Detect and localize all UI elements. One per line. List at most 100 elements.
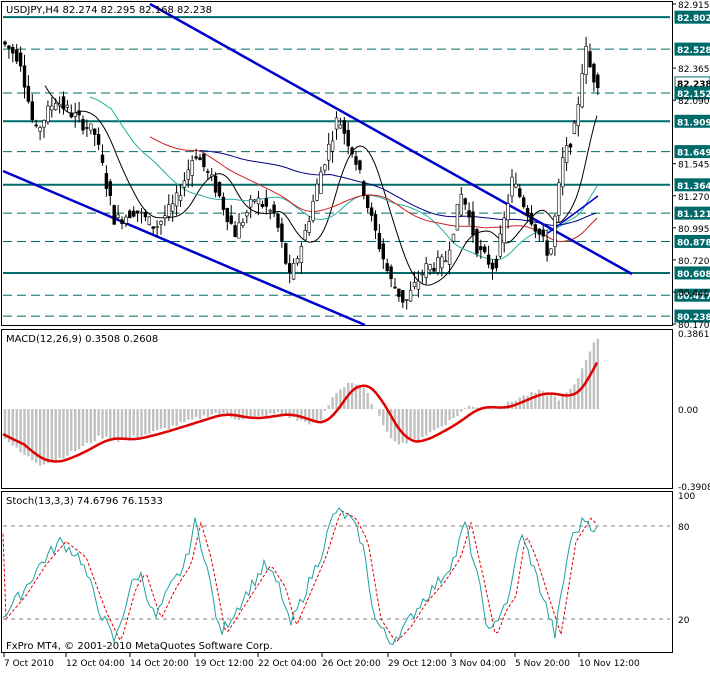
candle-body — [518, 189, 521, 197]
macd-histogram-bar — [550, 395, 552, 409]
macd-histogram-bar — [269, 409, 271, 413]
macd-histogram-bar — [597, 339, 599, 409]
macd-histogram-bar — [109, 409, 111, 440]
candle-body — [269, 210, 272, 211]
macd-histogram-bar — [526, 396, 528, 409]
macd-histogram-bar — [363, 388, 365, 409]
macd-histogram-bar — [179, 409, 181, 422]
macd-histogram-bar — [331, 397, 333, 409]
candle-body — [144, 212, 147, 216]
macd-histogram-bar — [425, 409, 427, 435]
candle-body — [179, 195, 182, 200]
candle-body — [409, 290, 412, 301]
candle-body — [355, 157, 358, 165]
candle-body — [19, 53, 22, 66]
macd-histogram-bar — [460, 409, 462, 412]
macd-histogram-bar — [409, 409, 411, 440]
candle-body — [125, 217, 128, 223]
macd-histogram-bar — [308, 409, 310, 424]
candle-body — [245, 213, 248, 216]
macd-histogram-bar — [351, 383, 353, 409]
macd-histogram-bar — [51, 409, 53, 461]
candle-body — [370, 208, 373, 216]
candle-body — [234, 226, 237, 237]
macd-histogram-bar — [101, 409, 103, 439]
macd-histogram-bar — [23, 409, 25, 455]
price-axis-label: 80.720 — [678, 257, 710, 267]
macd-histogram-bar — [538, 390, 540, 409]
candle-body — [11, 47, 14, 53]
price-axis-label: 80.995 — [678, 225, 710, 235]
macd-histogram-bar — [554, 396, 556, 409]
candle-body — [31, 102, 34, 120]
stoch-axis-label: 80 — [678, 523, 690, 533]
candle-body — [226, 208, 229, 221]
candle-body — [335, 118, 338, 129]
candle-body — [175, 193, 178, 206]
candle-body — [4, 42, 7, 44]
candle-body — [452, 234, 455, 241]
candle-body — [167, 205, 170, 217]
x-axis-label: 10 Nov 12:00 — [579, 659, 640, 669]
candle-body — [534, 225, 537, 232]
candle-body — [89, 124, 92, 130]
macd-histogram-bar — [66, 409, 68, 456]
candle-body — [464, 199, 467, 205]
x-axis-label: 5 Nov 20:00 — [515, 659, 570, 669]
macd-histogram-bar — [417, 409, 419, 440]
candle-body — [109, 182, 112, 196]
candle-body — [429, 265, 432, 270]
candle-body — [253, 200, 256, 201]
macd-histogram-bar — [593, 342, 595, 409]
macd-histogram-bar — [203, 409, 205, 415]
macd-histogram-bar — [281, 409, 283, 414]
candle-body — [561, 158, 564, 187]
macd-histogram-bar — [175, 409, 177, 426]
candle-body — [39, 127, 42, 131]
candle-body — [195, 157, 198, 159]
candle-body — [273, 205, 276, 213]
candle-body — [507, 204, 510, 220]
candle-body — [331, 141, 334, 151]
candle-body — [425, 264, 428, 278]
candle-body — [128, 211, 131, 218]
macd-histogram-bar — [300, 409, 302, 420]
candle-body — [308, 222, 311, 233]
candle-body — [316, 184, 319, 200]
candle-body — [515, 184, 518, 187]
macd-title: MACD(12,26,9) 0.3508 0.2608 — [6, 334, 158, 345]
macd-histogram-bar — [546, 396, 548, 409]
macd-histogram-bar — [211, 409, 213, 415]
macd-histogram-bar — [74, 409, 76, 451]
macd-histogram-bar — [468, 406, 470, 409]
candle-body — [132, 211, 135, 216]
candle-body — [538, 229, 541, 234]
candle-body — [312, 201, 315, 220]
candle-body — [596, 75, 599, 88]
candle-body — [417, 281, 420, 289]
macd-histogram-bar — [152, 409, 154, 431]
candle-body — [171, 204, 174, 211]
candle-body — [300, 246, 303, 262]
candle-body — [405, 299, 408, 300]
macd-histogram-bar — [164, 409, 166, 428]
macd-histogram-bar — [370, 404, 372, 409]
macd-histogram-bar — [253, 409, 255, 416]
macd-histogram-bar — [433, 409, 435, 430]
macd-histogram-bar — [94, 409, 96, 441]
macd-histogram-bar — [441, 409, 443, 427]
candle-body — [105, 173, 108, 188]
x-axis-label: 19 Oct 12:00 — [195, 659, 254, 669]
candle-body — [152, 227, 155, 229]
candle-body — [261, 204, 264, 206]
macd-histogram-bar — [573, 384, 575, 409]
stoch-axis-label: 100 — [678, 492, 695, 502]
candle-body — [242, 222, 245, 225]
macd-histogram-bar — [421, 409, 423, 437]
x-axis-label: 12 Oct 04:00 — [66, 659, 125, 669]
candle-body — [343, 120, 346, 133]
candle-body — [257, 198, 260, 204]
candle-body — [503, 218, 506, 243]
macd-histogram-bar — [160, 409, 162, 429]
